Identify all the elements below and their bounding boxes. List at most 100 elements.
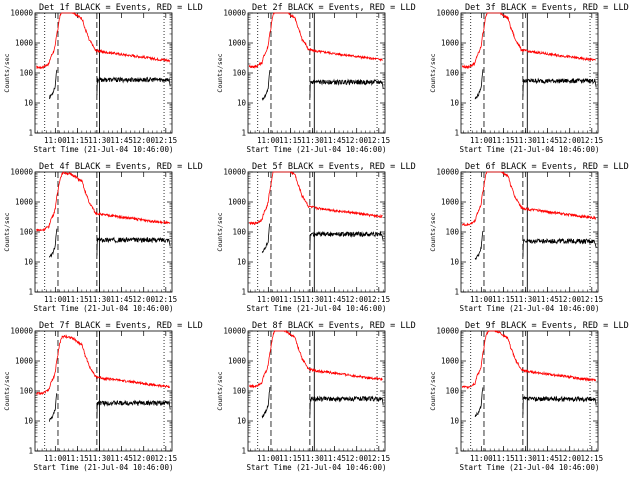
events-series-line bbox=[96, 76, 171, 96]
plot-frame bbox=[460, 12, 599, 134]
x-tick-label: 11:30 bbox=[88, 454, 111, 463]
lld-series-line bbox=[461, 330, 596, 390]
x-tick-label: 12:15 bbox=[368, 295, 391, 304]
y-tick-label: 1 bbox=[28, 129, 33, 138]
y-tick-label: 100 bbox=[232, 228, 246, 237]
x-tick-label: 11:30 bbox=[301, 136, 324, 145]
y-tick-label: 1000 bbox=[228, 357, 247, 366]
x-tick-label: 11:15 bbox=[492, 295, 515, 304]
y-tick-label: 10000 bbox=[10, 9, 33, 18]
x-tick-label: 12:00 bbox=[132, 454, 155, 463]
x-tick-label: 11:00 bbox=[470, 454, 493, 463]
panel-title: Det 3f BLACK = Events, RED = LLD bbox=[465, 3, 629, 13]
y-tick-label: 10000 bbox=[436, 168, 459, 177]
x-tick-label: 12:15 bbox=[155, 136, 178, 145]
x-tick-label: 11:45 bbox=[110, 454, 133, 463]
panel-title: Det 2f BLACK = Events, RED = LLD bbox=[252, 3, 416, 13]
y-tick-label: 10 bbox=[450, 258, 460, 267]
panel-8: Det 8f BLACK = Events, RED = LLD 1 10 100 10… bbox=[216, 321, 416, 472]
x-axis-label: Start Time (21-Jul-04 10:46:00) bbox=[247, 463, 387, 472]
x-tick-label: 11:15 bbox=[66, 136, 89, 145]
events-series-line bbox=[261, 386, 271, 419]
panel-title: Det 1f BLACK = Events, RED = LLD bbox=[39, 3, 203, 13]
y-axis-label: Counts/sec bbox=[216, 212, 224, 251]
y-tick-label: 100 bbox=[445, 69, 459, 78]
x-tick-label: 11:45 bbox=[323, 454, 346, 463]
x-tick-label: 12:15 bbox=[368, 454, 391, 463]
events-series-line bbox=[261, 70, 271, 101]
x-tick-label: 11:00 bbox=[257, 136, 280, 145]
plot-frame bbox=[460, 330, 599, 452]
y-tick-label: 1000 bbox=[441, 357, 460, 366]
x-tick-label: 12:00 bbox=[558, 295, 581, 304]
x-tick-label: 11:15 bbox=[66, 454, 89, 463]
y-axis-label: Counts/sec bbox=[216, 371, 224, 410]
y-tick-label: 10 bbox=[450, 417, 460, 426]
x-tick-label: 11:00 bbox=[257, 454, 280, 463]
y-tick-label: 10 bbox=[24, 99, 34, 108]
y-axis-label: Counts/sec bbox=[3, 371, 11, 410]
y-tick-label: 10000 bbox=[10, 168, 33, 177]
x-tick-label: 11:15 bbox=[279, 454, 302, 463]
x-tick-label: 12:00 bbox=[345, 295, 368, 304]
y-axis-label: Counts/sec bbox=[216, 53, 224, 92]
x-tick-label: 11:45 bbox=[110, 136, 133, 145]
y-tick-label: 100 bbox=[445, 387, 459, 396]
x-tick-label: 12:15 bbox=[581, 454, 604, 463]
lld-series-line bbox=[248, 171, 383, 226]
events-series-line bbox=[522, 77, 597, 97]
y-tick-label: 10000 bbox=[10, 327, 33, 336]
y-axis-label: Counts/sec bbox=[429, 53, 437, 92]
plot-frame bbox=[460, 171, 599, 293]
panel-title: Det 7f BLACK = Events, RED = LLD bbox=[39, 321, 203, 331]
panel-title: Det 9f BLACK = Events, RED = LLD bbox=[465, 321, 629, 331]
y-tick-label: 1000 bbox=[15, 357, 34, 366]
x-axis-label: Start Time (21-Jul-04 10:46:00) bbox=[460, 145, 600, 154]
y-tick-label: 10 bbox=[24, 258, 34, 267]
y-tick-label: 1000 bbox=[441, 198, 460, 207]
y-tick-label: 100 bbox=[19, 228, 33, 237]
events-series-line bbox=[474, 230, 484, 260]
x-tick-label: 12:00 bbox=[345, 454, 368, 463]
y-tick-label: 100 bbox=[19, 387, 33, 396]
panel-9: Det 9f BLACK = Events, RED = LLD 1 10 100 10… bbox=[429, 321, 629, 472]
panel-2: Det 2f BLACK = Events, RED = LLD 1 10 100 10… bbox=[216, 3, 416, 154]
y-tick-label: 10000 bbox=[436, 327, 459, 336]
events-series-line bbox=[309, 395, 384, 415]
events-series-line bbox=[474, 69, 484, 100]
x-tick-label: 11:00 bbox=[257, 295, 280, 304]
panel-title: Det 8f BLACK = Events, RED = LLD bbox=[252, 321, 416, 331]
events-series-line bbox=[261, 223, 271, 254]
y-tick-label: 1 bbox=[28, 447, 33, 456]
panel-5: Det 5f BLACK = Events, RED = LLD 1 10 100 10… bbox=[216, 162, 416, 313]
y-tick-label: 10000 bbox=[436, 9, 459, 18]
x-tick-label: 12:00 bbox=[132, 295, 155, 304]
x-axis-label: Start Time (21-Jul-04 10:46:00) bbox=[34, 145, 174, 154]
x-tick-label: 11:30 bbox=[301, 295, 324, 304]
x-tick-label: 12:00 bbox=[345, 136, 368, 145]
y-axis-label: Counts/sec bbox=[429, 371, 437, 410]
y-tick-label: 10000 bbox=[223, 168, 246, 177]
lld-series-line bbox=[461, 12, 596, 70]
lld-series-line bbox=[248, 329, 383, 389]
x-tick-label: 12:15 bbox=[155, 454, 178, 463]
plot-frame bbox=[34, 330, 173, 452]
x-tick-label: 11:15 bbox=[279, 295, 302, 304]
x-tick-label: 12:00 bbox=[558, 136, 581, 145]
y-tick-label: 100 bbox=[445, 228, 459, 237]
plot-frame bbox=[247, 330, 386, 452]
panel-title: Det 4f BLACK = Events, RED = LLD bbox=[39, 162, 203, 172]
panel-3: Det 3f BLACK = Events, RED = LLD 1 10 100 10… bbox=[429, 3, 629, 154]
y-tick-label: 10 bbox=[450, 99, 460, 108]
x-tick-label: 12:15 bbox=[155, 295, 178, 304]
x-tick-label: 11:30 bbox=[301, 454, 324, 463]
panel-6: Det 6f BLACK = Events, RED = LLD 1 10 100 10… bbox=[429, 162, 629, 313]
x-tick-label: 11:45 bbox=[323, 136, 346, 145]
y-tick-label: 100 bbox=[232, 69, 246, 78]
x-tick-label: 11:15 bbox=[492, 136, 515, 145]
x-tick-label: 11:00 bbox=[44, 136, 67, 145]
x-axis-label: Start Time (21-Jul-04 10:46:00) bbox=[460, 463, 600, 472]
y-tick-label: 1000 bbox=[228, 198, 247, 207]
events-series-line bbox=[309, 230, 384, 250]
y-axis-label: Counts/sec bbox=[3, 53, 11, 92]
